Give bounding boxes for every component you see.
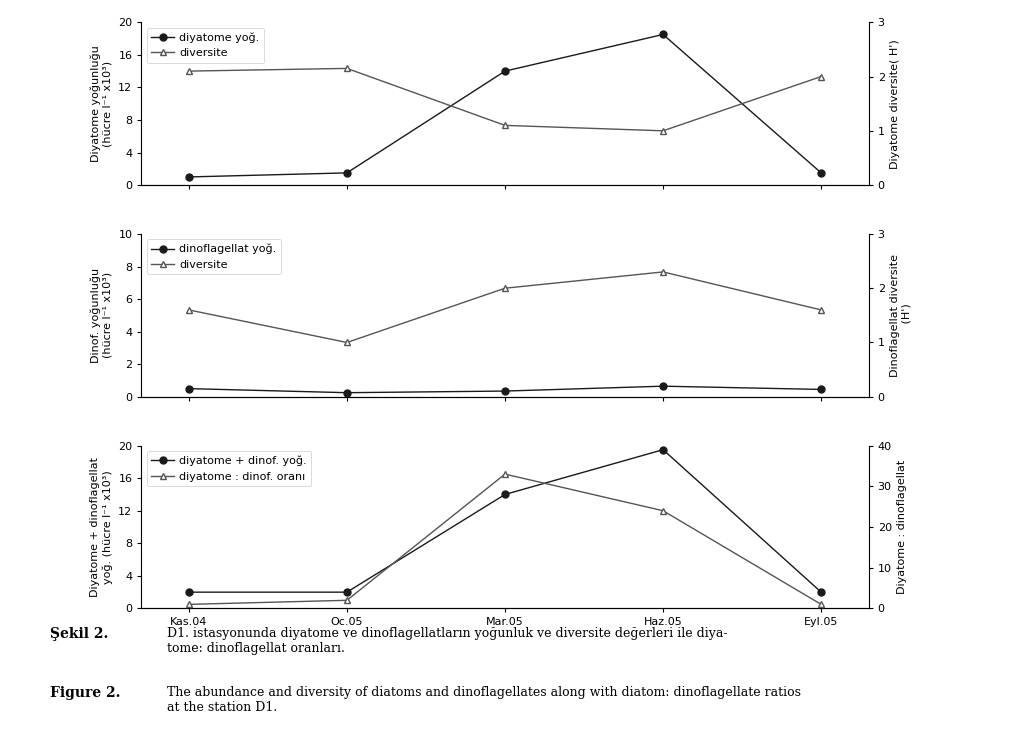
dinoflagellat yoğ. [183, 384, 195, 393]
diversite [340, 338, 352, 347]
Legend: dinoflagellat yoğ., diversite: dinoflagellat yoğ., diversite [147, 240, 281, 275]
diversite [499, 121, 511, 130]
diversite [658, 126, 670, 135]
Legend: diyatome yoğ., diversite: diyatome yoğ., diversite [147, 27, 264, 63]
Line: diyatome yoğ.: diyatome yoğ. [186, 31, 824, 180]
dinoflagellat yoğ. [340, 388, 352, 397]
Y-axis label: Dinof. yoğunluğu
(hücre l⁻¹ x10³): Dinof. yoğunluğu (hücre l⁻¹ x10³) [91, 268, 113, 363]
Text: The abundance and diversity of diatoms and dinoflagellates along with diatom: di: The abundance and diversity of diatoms a… [167, 686, 801, 715]
Text: D1. istasyonunda diyatome ve dinoflagellatların yoğunluk ve diversite değerleri : D1. istasyonunda diyatome ve dinoflagell… [167, 627, 727, 655]
diyatome + dinof. yoğ. [499, 490, 511, 499]
Y-axis label: Diyatome + dinoflagellat
yoğ. (hücre l⁻¹ x10³): Diyatome + dinoflagellat yoğ. (hücre l⁻¹… [91, 457, 113, 597]
Line: diyatome + dinof. yoğ.: diyatome + dinof. yoğ. [186, 446, 824, 596]
diversite [815, 306, 827, 315]
Y-axis label: Diyatome diversite( H'): Diyatome diversite( H') [890, 39, 900, 168]
diyatome yoğ. [815, 168, 827, 177]
diversite [658, 267, 670, 276]
diyatome : dinof. oranı: (3, 24): dinof. oranı: (3, 24) [658, 506, 670, 515]
Text: Figure 2.: Figure 2. [50, 686, 121, 700]
diyatome + dinof. yoğ. [340, 588, 352, 597]
Legend: diyatome + dinof. yoğ., diyatome : dinof. oranı: diyatome + dinof. yoğ., diyatome : dinof… [147, 451, 311, 486]
diyatome + dinof. yoğ. [183, 588, 195, 597]
diyatome : dinof. oranı: (0, 1): dinof. oranı: (0, 1) [183, 600, 195, 609]
Text: Şekil 2.: Şekil 2. [50, 627, 109, 641]
Y-axis label: Dinoflagellat diversite
 (H'): Dinoflagellat diversite (H') [890, 254, 912, 377]
diversite [183, 306, 195, 315]
diyatome : dinof. oranı: (2, 33): dinof. oranı: (2, 33) [499, 470, 511, 479]
Line: diversite: diversite [186, 65, 824, 134]
Line: dinoflagellat yoğ.: dinoflagellat yoğ. [186, 383, 824, 396]
diyatome : dinof. oranı: (1, 2): dinof. oranı: (1, 2) [340, 596, 352, 605]
diyatome + dinof. yoğ. [815, 588, 827, 597]
diversite [340, 64, 352, 73]
diyatome yoğ. [340, 168, 352, 177]
diyatome yoğ. [658, 30, 670, 39]
dinoflagellat yoğ. [499, 387, 511, 395]
Line: diyatome : dinof. oranı: diyatome : dinof. oranı [186, 470, 824, 608]
Y-axis label: Diyatome : dinoflagellat: Diyatome : dinoflagellat [897, 460, 907, 594]
dinoflagellat yoğ. [815, 385, 827, 394]
diversite [815, 72, 827, 81]
diversite [183, 67, 195, 76]
diyatome : dinof. oranı: (4, 1): dinof. oranı: (4, 1) [815, 600, 827, 609]
Y-axis label: Diyatome yoğunluğu
(hücre l⁻¹ x10³): Diyatome yoğunluğu (hücre l⁻¹ x10³) [91, 45, 113, 162]
diyatome + dinof. yoğ. [658, 445, 670, 454]
diyatome yoğ. [499, 67, 511, 76]
diyatome yoğ. [183, 172, 195, 181]
dinoflagellat yoğ. [658, 381, 670, 390]
diversite [499, 283, 511, 292]
Line: diversite: diversite [186, 269, 824, 346]
